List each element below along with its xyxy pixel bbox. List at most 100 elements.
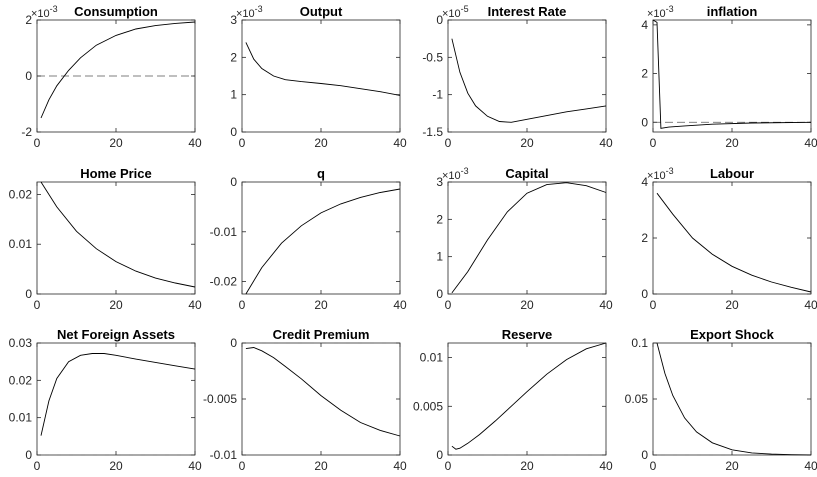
subplot-net-foreign-assets: 0 20 40 0 0.01 0.02 0.03 Net Foreign Assets — [9, 327, 202, 473]
subplot-title: Net Foreign Assets — [57, 327, 175, 342]
x-tick-label: 0 — [34, 459, 41, 473]
subplot-consumption: 0 20 40-202 ×10-3 Consumption — [21, 4, 202, 150]
y-tick-label: -0.005 — [203, 392, 237, 406]
series-line-credit-premium — [245, 347, 401, 437]
x-tick-label: 0 — [34, 136, 41, 150]
series-line-q — [245, 188, 401, 295]
exponent-label: ×10-3 — [647, 166, 674, 182]
x-tick-label: 40 — [804, 298, 817, 312]
series-line-consumption — [40, 21, 196, 119]
axes-frame — [652, 181, 812, 295]
y-tick-label: 0 — [25, 69, 32, 83]
x-tick-label: 40 — [599, 136, 613, 150]
y-tick-label: 0 — [436, 287, 443, 301]
x-tick-label: 0 — [650, 298, 657, 312]
x-tick-label: 20 — [520, 459, 534, 473]
subplot-title: Export Shock — [690, 327, 775, 342]
x-tick-label: 40 — [188, 298, 202, 312]
x-tick-label: 20 — [109, 459, 123, 473]
y-tick-label: 0 — [25, 448, 32, 462]
subplot-interest-rate: 0 20 40-1.5-1-0.50 ×10-5 Interest Rate — [422, 4, 613, 150]
series-line-capital — [451, 182, 607, 294]
x-tick-label: 20 — [520, 136, 534, 150]
y-tick-label: 0.1 — [631, 336, 648, 350]
subplot-credit-premium: 0 20 40 -0.01 -0.005 0 Credit Premium — [203, 327, 407, 473]
x-tick-label: 20 — [314, 459, 328, 473]
x-tick-label: 0 — [239, 298, 246, 312]
x-tick-label: 0 — [239, 459, 246, 473]
y-tick-label: 0 — [641, 287, 648, 301]
y-tick-label: 0 — [641, 448, 648, 462]
subplot-title: Labour — [710, 166, 754, 181]
subplot-capital: 0 20 40 0 1 2 3 ×10-3 Capital — [436, 166, 613, 312]
y-tick-label: 0.05 — [625, 392, 649, 406]
subplot-title: Interest Rate — [488, 4, 567, 19]
y-tick-label: 1 — [436, 250, 443, 264]
subplot-reserve: 0 20 40 0 0.005 0.01 Reserve — [413, 327, 613, 473]
x-tick-label: 20 — [725, 298, 739, 312]
subplot-title: Credit Premium — [273, 327, 370, 342]
axes-frame — [447, 19, 607, 133]
x-tick-label: 0 — [445, 136, 452, 150]
x-tick-label: 40 — [599, 459, 613, 473]
subplot-title: Consumption — [74, 4, 158, 19]
y-tick-label: -0.02 — [210, 275, 238, 289]
x-tick-label: 20 — [109, 298, 123, 312]
exponent-label: ×10-3 — [31, 4, 58, 20]
y-tick-label: 2 — [641, 67, 648, 81]
x-tick-label: 40 — [804, 136, 817, 150]
y-tick-label: -2 — [21, 125, 32, 139]
subplot-title: Output — [300, 4, 343, 19]
axes-frame — [36, 342, 196, 456]
y-tick-label: 4 — [641, 175, 648, 189]
y-tick-label: 0.02 — [9, 187, 33, 201]
y-tick-label: 0.005 — [413, 399, 443, 413]
x-tick-label: 40 — [188, 459, 202, 473]
y-tick-label: 2 — [25, 13, 32, 27]
y-tick-label: -0.01 — [210, 448, 238, 462]
subplot-inflation: 0 20 40 0 2 4×10-3 inflation — [641, 4, 817, 150]
axes-frame — [36, 181, 196, 295]
series-line-inflation — [652, 19, 812, 129]
subplot-q: 0 20 40 -0.02 -0.01 0 q — [210, 166, 407, 312]
subplot-title: inflation — [707, 4, 758, 19]
axes-frame — [241, 181, 401, 295]
y-tick-label: 1 — [230, 88, 237, 102]
exponent-label: ×10-3 — [236, 4, 263, 20]
x-tick-label: 0 — [445, 298, 452, 312]
x-tick-label: 40 — [804, 459, 817, 473]
subplot-export-shock: 0 20 40 0 0.05 0.1 Export Shock — [625, 327, 817, 473]
y-tick-label: -0.01 — [210, 225, 238, 239]
y-tick-label: 3 — [436, 175, 443, 189]
x-tick-label: 40 — [188, 136, 202, 150]
y-tick-label: 0.01 — [420, 351, 444, 365]
x-tick-label: 40 — [599, 298, 613, 312]
y-tick-label: 2 — [230, 50, 237, 64]
y-tick-label: 2 — [436, 212, 443, 226]
y-tick-label: 0.03 — [9, 336, 33, 350]
series-line-output — [245, 42, 401, 96]
y-tick-label: 0.01 — [9, 237, 33, 251]
subplot-home-price: 0 20 40 0 0.01 0.02 Home Price — [9, 166, 202, 312]
x-tick-label: 0 — [650, 136, 657, 150]
series-line-home-price — [40, 181, 196, 288]
y-tick-label: -1.5 — [422, 125, 443, 139]
axes-frame — [447, 181, 607, 295]
x-tick-label: 0 — [445, 459, 452, 473]
subplot-labour: 0 20 40 0 2 4 ×10-3 Labour — [641, 166, 817, 312]
x-tick-label: 20 — [725, 136, 739, 150]
x-tick-label: 20 — [314, 298, 328, 312]
exponent-label: ×10-3 — [647, 4, 674, 20]
axes-frame — [652, 342, 812, 456]
exponent-label: ×10-3 — [442, 166, 469, 182]
axes-frame — [241, 342, 401, 456]
axes-frame — [652, 19, 812, 133]
subplot-title: Reserve — [502, 327, 553, 342]
x-tick-label: 20 — [314, 136, 328, 150]
x-tick-label: 40 — [393, 136, 407, 150]
x-tick-label: 20 — [109, 136, 123, 150]
subplot-title: q — [317, 166, 325, 181]
y-tick-label: 2 — [641, 231, 648, 245]
y-tick-label: 0 — [436, 13, 443, 27]
